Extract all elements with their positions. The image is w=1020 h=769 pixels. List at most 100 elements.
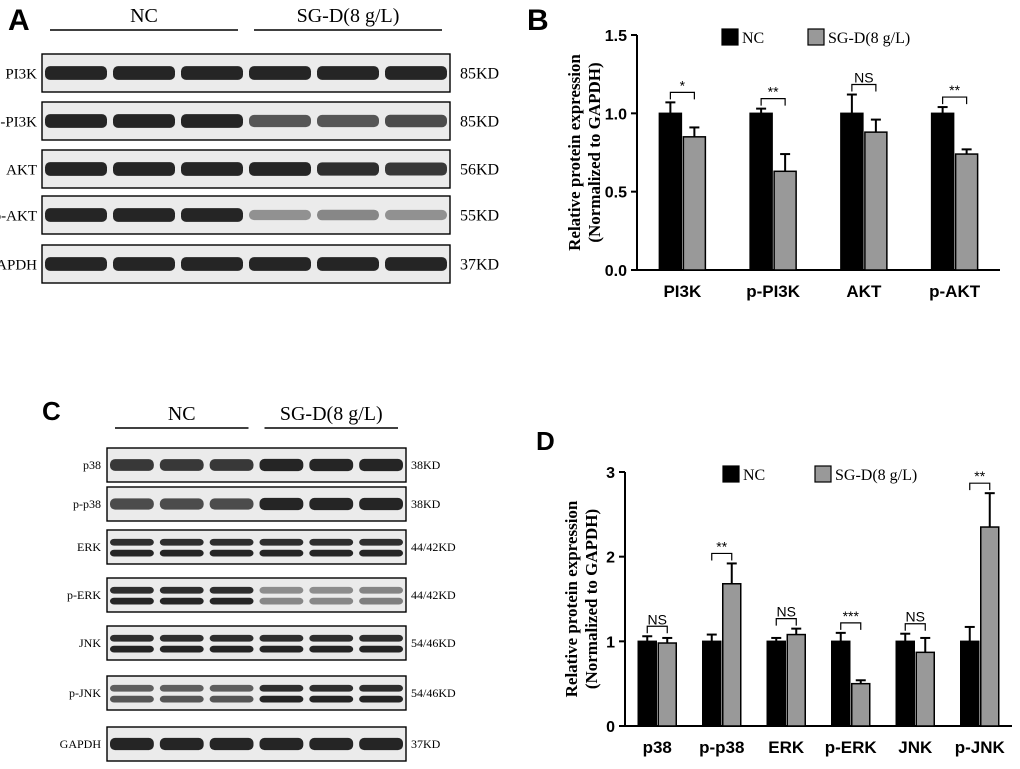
blot-row: p-JNK 54/46KD [69, 675, 456, 711]
y-axis-label: Relative protein expression (Normalized t… [565, 54, 604, 251]
protein-band [209, 597, 254, 605]
significance-bracket [711, 552, 733, 561]
bar [960, 640, 980, 727]
y-tick-label: 1.5 [605, 28, 627, 45]
significance-bracket [840, 622, 862, 630]
blot-size-label: 37KD [460, 257, 499, 274]
panel-letter-c: C [42, 396, 61, 426]
panel-letter-d: D [536, 426, 555, 456]
bar [915, 651, 935, 727]
x-tick-label: ERK [768, 738, 805, 757]
protein-band [385, 209, 447, 221]
protein-band [309, 458, 354, 472]
protein-band [45, 257, 107, 271]
protein-band [359, 597, 403, 605]
protein-band [259, 538, 304, 546]
protein-band [385, 162, 447, 176]
blot-size-label: 54/46KD [411, 686, 456, 700]
protein-band [309, 684, 354, 692]
blot-panel-a: NC SG-D(8 g/L) PI3K 85KD p-PI3K 85KD AKT 56KD p-… [0, 5, 499, 284]
protein-band [159, 645, 204, 653]
y-axis-subtitle: (Normalized to GAPDH) [585, 62, 604, 242]
group-label: SG-D(8 g/L) [297, 5, 400, 27]
protein-band [113, 66, 175, 80]
blot-row-label: JNK [79, 636, 101, 650]
y-axis-title: Relative protein expression [565, 54, 584, 251]
bar [954, 153, 979, 271]
blot-membrane [106, 529, 407, 565]
protein-band [309, 597, 354, 605]
blot-size-label: 56KD [460, 162, 499, 179]
x-tick-label: p-AKT [929, 282, 981, 301]
protein-band [113, 257, 175, 271]
significance-label: ** [716, 538, 727, 554]
significance-bracket [969, 482, 991, 491]
blot-size-label: 85KD [460, 66, 499, 83]
protein-band [110, 538, 154, 546]
protein-band [209, 684, 254, 692]
protein-band [209, 645, 254, 653]
blot-size-label: 38KD [411, 458, 441, 472]
legend-swatch [722, 465, 740, 483]
y-axis-label: Relative protein expression (Normalized t… [562, 500, 601, 697]
significance-bracket [851, 83, 877, 92]
protein-band [309, 645, 354, 653]
blot-size-label: 54/46KD [411, 636, 456, 650]
protein-band [385, 66, 447, 80]
x-tick-label: p38 [643, 738, 672, 757]
significance-label: ** [768, 84, 779, 100]
protein-band [309, 549, 354, 557]
blot-row: p-p38 38KD [73, 486, 441, 522]
protein-band [385, 114, 447, 128]
protein-band [110, 459, 154, 471]
protein-band [159, 549, 204, 557]
x-tick-label: p-PI3K [746, 282, 801, 301]
blot-row-label: PI3K [5, 66, 37, 82]
y-tick-label: 0.0 [605, 263, 627, 280]
bar [851, 682, 871, 727]
panel-letter-a: A [8, 4, 30, 37]
protein-band [309, 695, 354, 703]
blot-membrane [106, 726, 407, 762]
significance-label: NS [648, 611, 667, 627]
protein-band [113, 208, 175, 222]
bar [895, 640, 915, 727]
protein-band [359, 549, 403, 557]
protein-band [209, 737, 254, 751]
protein-band [181, 162, 243, 176]
protein-band [317, 66, 379, 80]
blot-row-label: p-p38 [73, 497, 101, 511]
significance-label: NS [854, 70, 873, 86]
blot-size-label: 55KD [460, 208, 499, 225]
y-tick-label: 0 [606, 719, 615, 736]
protein-band [317, 114, 379, 128]
blot-row: GAPDH 37KD [60, 726, 441, 762]
blot-row-label: p-PI3K [0, 114, 37, 130]
y-tick-label: 0.5 [605, 185, 627, 202]
protein-band [259, 645, 304, 653]
legend-swatch [721, 28, 739, 46]
protein-band [181, 257, 243, 271]
protein-band [259, 458, 304, 472]
x-tick-label: JNK [898, 738, 933, 757]
blot-row: p-PI3K 85KD [0, 101, 499, 141]
legend-swatch [814, 465, 832, 483]
protein-band [45, 208, 107, 222]
blot-size-label: 37KD [411, 737, 441, 751]
blot-membrane [106, 447, 407, 483]
blot-membrane [106, 577, 407, 613]
legend-swatch [807, 28, 825, 46]
protein-band [249, 114, 311, 128]
bar-chart-d: 0 1 2 3 Relative protein expression (Normaliz… [562, 465, 1012, 757]
protein-band [209, 549, 254, 557]
protein-band [159, 695, 204, 703]
bar [682, 136, 707, 271]
bar [831, 640, 851, 727]
protein-band [259, 586, 304, 594]
y-tick-label: 2 [606, 550, 615, 567]
protein-band [309, 497, 354, 511]
protein-band [249, 257, 311, 271]
